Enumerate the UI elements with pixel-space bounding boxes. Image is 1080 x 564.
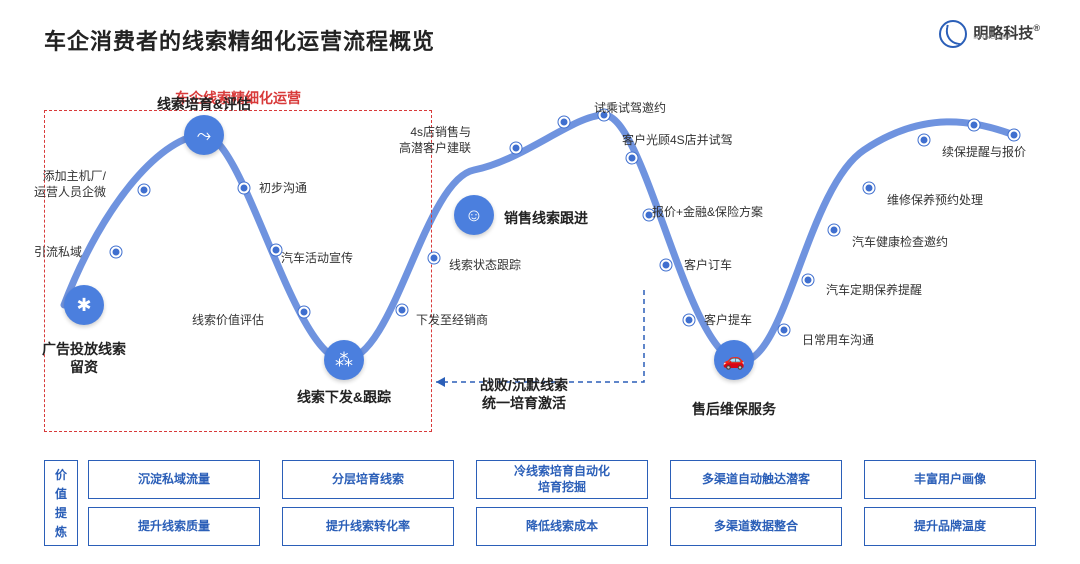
node-label: 客户订车 (684, 257, 732, 273)
value-card: 多渠道自动触达潜客 (670, 460, 842, 499)
node-label: 试乘试驾邀约 (594, 100, 666, 116)
major-node-aftersales: 🚗 (714, 340, 754, 380)
logo-subtext: MININGLAMP (973, 35, 1011, 42)
major-label-sales: 销售线索跟进 (504, 209, 588, 227)
value-card: 提升线索质量 (88, 507, 260, 546)
journey-node (919, 135, 930, 146)
journey-node (397, 305, 408, 316)
node-label: 汽车定期保养提醒 (826, 282, 922, 298)
reactivate-label: 战败/沉默线索统一培育激活 (480, 376, 568, 412)
page-title: 车企消费者的线索精细化运营流程概览 (44, 24, 435, 56)
major-node-nurture: ⤳ (184, 115, 224, 155)
major-label-aftersales: 售后维保服务 (692, 400, 776, 418)
journey-node (559, 117, 570, 128)
journey-node (271, 245, 282, 256)
node-label: 汽车活动宣传 (281, 250, 353, 266)
value-card: 沉淀私域流量 (88, 460, 260, 499)
node-label: 添加主机厂/运营人员企微 (34, 168, 106, 200)
node-label: 线索状态跟踪 (449, 257, 521, 273)
brand-logo: 明略科技® MININGLAMP (939, 20, 1040, 48)
value-card: 多渠道数据整合 (670, 507, 842, 546)
journey-node (511, 143, 522, 154)
node-label: 下发至经销商 (416, 312, 488, 328)
node-label: 初步沟通 (259, 180, 307, 196)
major-label-dispatch: 线索下发&跟踪 (297, 388, 391, 406)
journey-node (299, 307, 310, 318)
node-label: 线索价值评估 (192, 312, 264, 328)
journey-node (779, 325, 790, 336)
value-cards: 沉淀私域流量分层培育线索冷线索培育自动化培育挖掘多渠道自动触达潜客丰富用户画像提… (88, 460, 1036, 546)
journey-node (627, 153, 638, 164)
journey-node (803, 275, 814, 286)
major-label-nurture: 线索培育&评估 (157, 95, 251, 113)
journey-node (111, 247, 122, 258)
logo-icon (939, 20, 967, 48)
highlight-box (44, 110, 432, 432)
journey-node (864, 183, 875, 194)
major-node-ad: ✱ (64, 285, 104, 325)
journey-node (1009, 130, 1020, 141)
value-card: 冷线索培育自动化培育挖掘 (476, 460, 648, 499)
major-node-sales: ☺ (454, 195, 494, 235)
journey-node (139, 185, 150, 196)
value-card: 提升线索转化率 (282, 507, 454, 546)
node-label: 引流私域 (34, 244, 82, 260)
value-card: 分层培育线索 (282, 460, 454, 499)
node-label: 4s店销售与高潜客户建联 (399, 124, 471, 156)
major-label-ad: 广告投放线索留资 (42, 340, 126, 376)
value-card: 提升品牌温度 (864, 507, 1036, 546)
journey-node (239, 183, 250, 194)
journey-node (684, 315, 695, 326)
journey-node (429, 253, 440, 264)
major-node-dispatch: ⁂ (324, 340, 364, 380)
node-label: 续保提醒与报价 (942, 144, 1026, 160)
node-label: 客户提车 (704, 312, 752, 328)
journey-node (829, 225, 840, 236)
node-label: 客户光顾4S店并试驾 (622, 132, 733, 148)
node-label: 报价+金融&保险方案 (652, 204, 763, 220)
node-label: 汽车健康检查邀约 (852, 234, 948, 250)
node-label: 日常用车沟通 (802, 332, 874, 348)
journey-node (969, 120, 980, 131)
value-card: 丰富用户画像 (864, 460, 1036, 499)
value-section: 价值提炼 沉淀私域流量分层培育线索冷线索培育自动化培育挖掘多渠道自动触达潜客丰富… (44, 460, 1036, 546)
node-label: 维修保养预约处理 (887, 192, 983, 208)
journey-node (661, 260, 672, 271)
flow-diagram: 车企线索精细化运营 ✱⤳⁂☺🚗 引流私域添加主机厂/运营人员企微初步沟通汽车活动… (44, 80, 1036, 440)
value-title-box: 价值提炼 (44, 460, 78, 546)
value-card: 降低线索成本 (476, 507, 648, 546)
